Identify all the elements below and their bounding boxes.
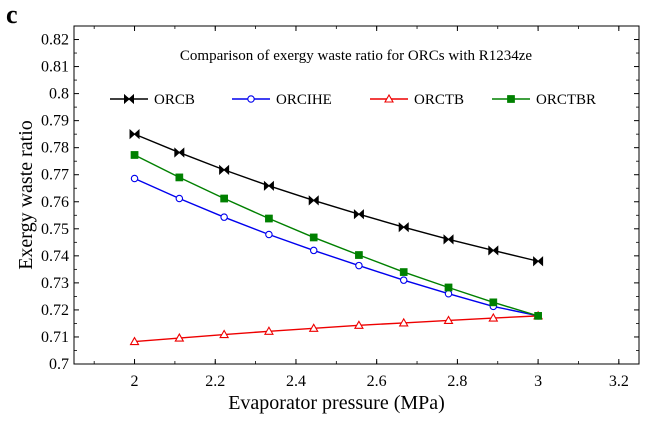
legend-label-orctbr: ORCTBR: [536, 92, 596, 108]
data-point-orctb: [443, 315, 454, 325]
data-point-orcihe: [130, 174, 139, 183]
data-point-orcihe: [309, 246, 318, 255]
data-point-orcihe: [444, 289, 453, 298]
legend-marker-orcb: [124, 93, 134, 105]
series-line-orcihe: [134, 177, 539, 317]
data-point-orctb: [308, 323, 319, 332]
x-tick-label: 2.4: [286, 373, 306, 390]
x-tick-label: 2.2: [205, 373, 225, 390]
x-tick-label: 3: [534, 373, 542, 390]
y-axis-label: Exergy waste ratio: [15, 120, 37, 270]
plot-frame: [73, 25, 640, 365]
x-tick-label: 2.6: [367, 373, 387, 390]
legend-marker-orctbr: [507, 95, 515, 103]
x-axis-label: Evaporator pressure (MPa): [228, 392, 445, 414]
x-tick-label: 2: [131, 373, 139, 390]
data-point-orcihe: [220, 213, 228, 221]
data-point-orctbr: [265, 214, 273, 223]
legend-marker-orcihe: [247, 95, 255, 103]
data-point-orcb: [488, 245, 499, 256]
data-point-orctb: [398, 317, 409, 327]
data-point-orctb: [174, 332, 185, 342]
data-point-orcb: [308, 195, 319, 206]
data-point-orctbr: [489, 298, 498, 307]
series-line-orctb: [134, 315, 539, 343]
data-point-orcb: [398, 222, 409, 233]
x-tick-label: 2.8: [447, 373, 467, 390]
x-tick-label: 3.2: [609, 373, 629, 390]
data-point-orctbr: [309, 233, 318, 242]
data-point-orcb: [129, 129, 140, 140]
y-tick-label: 0.72: [41, 302, 69, 319]
data-point-orctb: [129, 336, 140, 346]
data-point-orcb: [443, 234, 454, 245]
data-point-orcb: [219, 164, 230, 175]
legend-label-orcb: ORCB: [154, 92, 195, 108]
y-tick-label: 0.79: [41, 113, 69, 130]
data-point-orctbr: [220, 194, 228, 203]
panel-label: c: [6, 0, 18, 29]
y-tick-label: 0.8: [49, 86, 69, 103]
series-line-orcb: [134, 133, 539, 262]
data-point-orcihe: [355, 261, 363, 270]
data-point-orctbr: [175, 173, 184, 182]
data-point-orctb: [353, 320, 364, 329]
data-point-orcb: [263, 180, 274, 191]
data-point-orctb: [488, 312, 499, 322]
data-point-orctbr: [130, 151, 139, 159]
data-point-orcihe: [399, 276, 408, 284]
data-point-orctbr: [355, 251, 363, 259]
legend-marker-orctb: [384, 93, 394, 103]
data-point-orctb: [219, 329, 230, 339]
data-point-orcb: [174, 147, 185, 158]
y-tick-label: 0.81: [41, 59, 69, 76]
y-tick-label: 0.71: [41, 329, 69, 346]
data-point-orctbr: [399, 268, 408, 276]
y-tick-label: 0.76: [41, 194, 69, 211]
data-point-orcb: [533, 256, 544, 267]
series-line-orctbr: [134, 154, 539, 317]
data-point-orcihe: [175, 194, 184, 203]
legend-label-orcihe: ORCIHE: [276, 92, 332, 108]
data-point-orcihe: [265, 230, 273, 239]
data-point-orctbr: [534, 312, 542, 320]
y-tick-label: 0.78: [41, 140, 69, 157]
y-tick-label: 0.75: [41, 221, 69, 238]
y-tick-label: 0.7: [49, 356, 69, 373]
data-point-orcb: [353, 209, 364, 220]
legend-label-orctb: ORCTB: [414, 92, 464, 108]
chart-title: Comparison of exergy waste ratio for ORC…: [180, 48, 533, 64]
data-point-orctbr: [444, 283, 453, 292]
y-tick-label: 0.74: [41, 248, 69, 265]
y-tick-label: 0.77: [41, 167, 69, 184]
data-point-orctb: [263, 326, 274, 335]
y-tick-label: 0.82: [41, 32, 69, 49]
y-tick-label: 0.73: [41, 275, 69, 292]
